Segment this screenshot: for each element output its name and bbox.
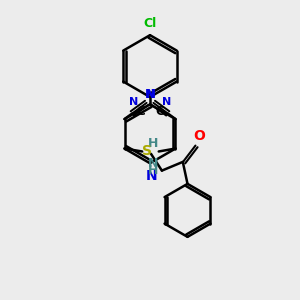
Text: Cl: Cl xyxy=(143,17,157,30)
Text: S: S xyxy=(142,145,152,158)
Text: N: N xyxy=(148,158,158,170)
Text: N: N xyxy=(146,88,155,100)
Text: C: C xyxy=(155,105,164,119)
Text: N: N xyxy=(162,97,171,107)
Text: N: N xyxy=(146,169,157,182)
Text: O: O xyxy=(194,129,205,143)
Text: H: H xyxy=(148,164,158,177)
Text: N: N xyxy=(145,88,154,100)
Text: H: H xyxy=(148,137,158,150)
Text: N: N xyxy=(129,97,138,107)
Text: C: C xyxy=(136,105,145,119)
